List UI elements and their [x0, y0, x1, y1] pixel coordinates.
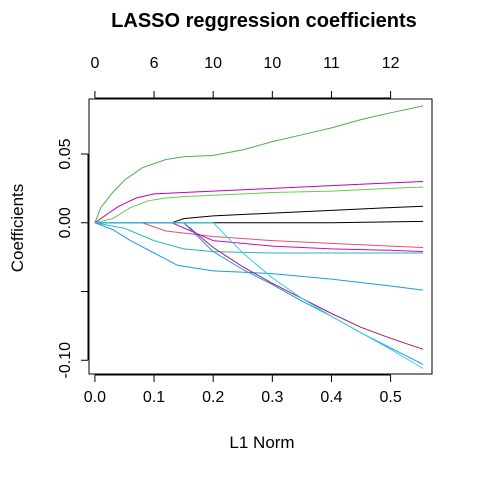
coefficient-path [94, 222, 424, 248]
x-tick-label: 0.0 [84, 389, 106, 406]
top-tick-label: 10 [263, 55, 281, 72]
top-tick-label: 6 [150, 55, 159, 72]
coefficient-path [94, 105, 424, 223]
coefficient-path [94, 222, 424, 365]
coefficient-path [94, 186, 424, 224]
top-axis: 0 6 10 10 11 12 [90, 55, 400, 99]
x-tick-label: 0.3 [261, 389, 283, 406]
y-tick-label: -0.10 [57, 342, 74, 379]
x-tick-label: 0.4 [320, 389, 342, 406]
chart-title: LASSO reggression coefficients [111, 10, 417, 32]
coefficient-path [94, 222, 424, 291]
top-tick-label: 12 [382, 55, 400, 72]
coefficient-path [94, 181, 424, 224]
coefficient-path [94, 222, 424, 350]
top-tick-label: 10 [204, 55, 222, 72]
y-tick-label: 0.05 [57, 138, 74, 169]
y-tick-label: 0.00 [57, 207, 74, 238]
coefficient-path [94, 205, 424, 224]
x-tick-label: 0.1 [143, 389, 165, 406]
plot-frame [88, 98, 433, 375]
x-tick-label: 0.5 [379, 389, 401, 406]
series-layer [94, 105, 424, 369]
top-tick-label: 11 [323, 55, 340, 72]
x-tick-label: 0.2 [202, 389, 224, 406]
top-tick-label: 0 [90, 55, 99, 72]
y-axis: 0.05 0.00 -0.10 [57, 138, 89, 379]
y-axis-label: Coefficients [8, 184, 27, 273]
coefficient-path [94, 222, 424, 254]
x-axis: 0.0 0.1 0.2 0.3 0.4 0.5 [84, 374, 402, 406]
coefficient-path [94, 222, 424, 369]
x-axis-label: L1 Norm [229, 433, 294, 452]
